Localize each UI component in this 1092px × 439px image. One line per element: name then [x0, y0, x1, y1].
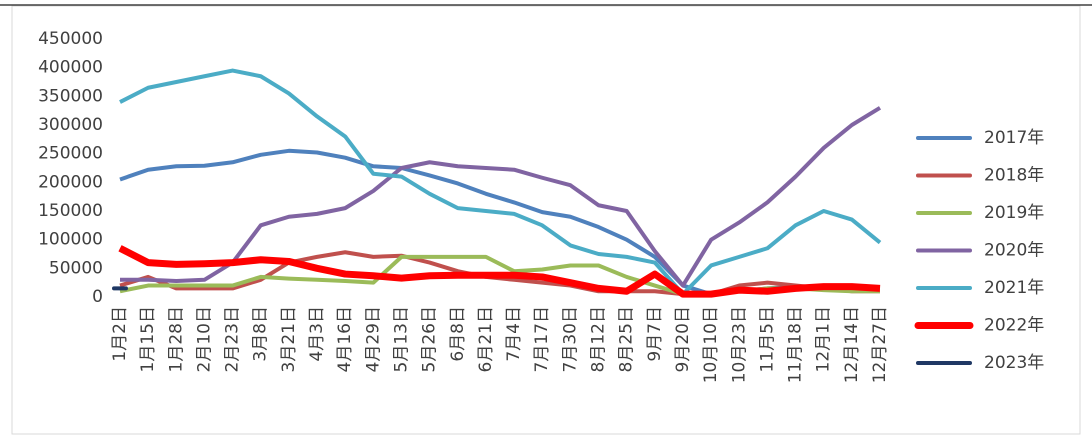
x-tick-label: 11月18日 [786, 306, 806, 383]
x-tick-label: 12月27日 [870, 306, 890, 383]
x-tick-label: 8月12日 [589, 306, 609, 372]
y-tick-label: 350000 [38, 86, 103, 106]
x-tick-label: 12月14日 [842, 306, 862, 383]
x-tick-label: 9月7日 [645, 306, 665, 362]
y-tick-label: 200000 [38, 172, 103, 192]
y-tick-label: 100000 [38, 230, 103, 250]
y-tick-label: 0 [92, 287, 103, 307]
legend-label: 2021年 [984, 278, 1044, 298]
x-tick-label: 5月26日 [420, 306, 440, 372]
x-tick-label: 9月20日 [673, 306, 693, 372]
x-tick-label: 12月1日 [814, 306, 834, 372]
series-line [120, 106, 882, 288]
y-tick-label: 50000 [49, 258, 103, 278]
x-tick-label: 7月4日 [504, 306, 524, 362]
x-tick-label: 4月29日 [363, 306, 383, 372]
y-tick-label: 400000 [38, 58, 103, 78]
legend-label: 2020年 [984, 241, 1044, 261]
legend-label: 2022年 [984, 316, 1044, 336]
x-tick-label: 7月30日 [560, 306, 580, 372]
series-line [119, 68, 882, 297]
y-tick-label: 300000 [38, 115, 103, 135]
series-line [118, 245, 881, 298]
legend-label: 2019年 [984, 203, 1044, 223]
x-tick-label: 3月8日 [251, 306, 271, 362]
x-tick-label: 4月3日 [307, 306, 327, 362]
x-tick-label: 10月10日 [701, 306, 721, 383]
legend-label: 2018年 [984, 166, 1044, 186]
legend-label: 2023年 [984, 353, 1044, 373]
legend-label: 2017年 [984, 128, 1044, 148]
x-tick-label: 3月21日 [279, 306, 299, 372]
x-tick-label: 8月25日 [617, 306, 637, 372]
x-tick-label: 4月16日 [335, 306, 355, 372]
chart-border [11, 5, 1081, 435]
x-tick-label: 6月8日 [448, 306, 468, 362]
x-tick-label: 2月10日 [194, 306, 214, 372]
y-tick-label: 250000 [38, 144, 103, 164]
x-tick-label: 2月23日 [223, 306, 243, 372]
x-tick-label: 1月15日 [138, 306, 158, 372]
x-tick-label: 6月21日 [476, 306, 496, 372]
x-tick-label: 10月23日 [729, 306, 749, 383]
x-tick-label: 7月17日 [532, 306, 552, 372]
x-tick-label: 5月13日 [391, 306, 411, 372]
y-tick-label: 150000 [38, 201, 103, 221]
y-tick-label: 450000 [38, 29, 103, 49]
x-tick-label: 1月28日 [166, 306, 186, 372]
x-tick-label: 11月5日 [757, 306, 777, 372]
x-tick-label: 1月2日 [110, 306, 130, 362]
